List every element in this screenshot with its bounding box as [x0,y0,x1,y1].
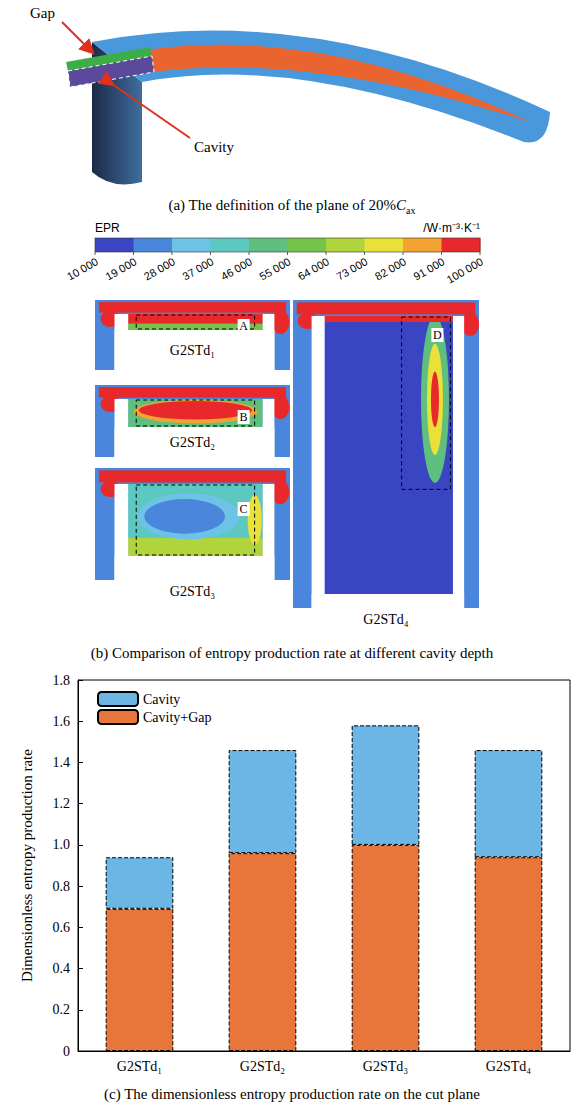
svg-text:10 000: 10 000 [65,255,100,282]
svg-text:0.8: 0.8 [53,879,71,894]
svg-text:100 000: 100 000 [445,255,485,285]
svg-text:EPR: EPR [95,221,120,235]
svg-text:1.0: 1.0 [53,837,71,852]
svg-text:A: A [239,319,248,333]
svg-text:73 000: 73 000 [334,255,369,282]
svg-text:G2STd₂: G2STd₂ [240,1059,285,1074]
html-text:(c) The dimensionless entropy: (c) The dimensionless entropy production… [104,1086,480,1102]
svg-text:/W·m⁻³·K⁻¹: /W·m⁻³·K⁻¹ [423,221,480,235]
svg-text:64 000: 64 000 [296,255,331,282]
svg-text:0.6: 0.6 [53,920,71,935]
svg-text:G2STd₃: G2STd₃ [363,1059,408,1074]
svg-text:(a) The definition of the plan: (a) The definition of the plane of 20%Ca… [168,197,415,216]
svg-text:Cavity+Gap: Cavity+Gap [143,710,212,725]
svg-text:G2STd₁: G2STd₁ [170,343,215,358]
svg-text:55 000: 55 000 [257,255,292,282]
svg-text:46 000: 46 000 [219,255,254,282]
svg-text:G2STd₃: G2STd₃ [170,584,215,599]
svg-text:G2STd₄: G2STd₄ [363,612,408,627]
svg-text:1.4: 1.4 [53,755,71,770]
svg-text:Gap: Gap [30,5,55,21]
svg-text:G2STd₄: G2STd₄ [486,1059,531,1074]
svg-text:19 000: 19 000 [103,255,138,282]
svg-text:G2STd₁: G2STd₁ [117,1059,162,1074]
svg-text:28 000: 28 000 [142,255,177,282]
svg-text:0.2: 0.2 [53,1002,71,1017]
svg-text:(b) Comparison of entropy prod: (b) Comparison of entropy production rat… [91,645,494,662]
svg-text:Dimensionless entropy producti: Dimensionless entropy production rate [19,749,35,982]
svg-text:1.6: 1.6 [53,714,71,729]
svg-text:G2STd₂: G2STd₂ [170,435,215,450]
svg-text:91 000: 91 000 [411,255,446,282]
svg-text:1.2: 1.2 [53,796,71,811]
svg-text:0.4: 0.4 [53,961,71,976]
svg-text:C: C [240,502,248,516]
svg-text:D: D [433,328,442,342]
svg-text:1.8: 1.8 [53,673,71,688]
svg-text:Cavity: Cavity [143,692,180,707]
svg-text:B: B [240,410,248,424]
svg-text:0: 0 [63,1044,70,1059]
svg-text:Cavity: Cavity [194,139,234,155]
svg-text:82 000: 82 000 [373,255,408,282]
svg-text:37 000: 37 000 [180,255,215,282]
